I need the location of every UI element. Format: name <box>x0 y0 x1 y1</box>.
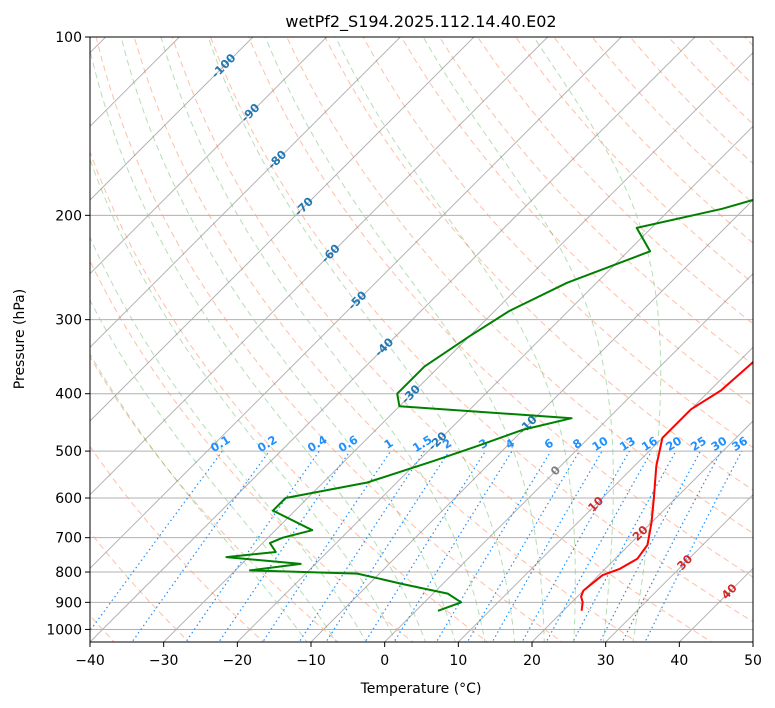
mixing-ratio-line <box>262 450 392 642</box>
isotherm-line <box>90 37 254 201</box>
isotherm-line <box>605 493 753 642</box>
mixing-ratio-line <box>364 450 486 642</box>
isotherm-line <box>90 37 475 422</box>
y-tick-label: 600 <box>55 491 82 507</box>
x-axis-label: Temperature (°C) <box>360 681 482 697</box>
temperature-profile-line <box>580 360 753 611</box>
isotherm-line <box>90 37 549 496</box>
isotherm-line <box>384 272 753 642</box>
x-tick-label: 50 <box>744 653 762 669</box>
y-axis-label: Pressure (hPa) <box>12 289 28 389</box>
x-axis-ticks: −40 −30 −20 −10 0 10 20 30 40 50 <box>75 642 762 669</box>
mixing-ratio-line <box>621 450 722 642</box>
isotherm-line <box>90 37 696 642</box>
isotherm-line <box>457 346 753 642</box>
dry-adiabat <box>286 37 753 534</box>
x-tick-label: 20 <box>523 653 541 669</box>
data-lines <box>225 198 753 612</box>
x-tick-label: 40 <box>670 653 688 669</box>
isotherm-line <box>236 125 753 642</box>
isotherm-line <box>531 420 753 642</box>
x-tick-label: 10 <box>449 653 467 669</box>
y-tick-label: 700 <box>55 531 82 547</box>
dry-adiabat <box>362 37 753 449</box>
x-tick-label: −10 <box>296 653 326 669</box>
y-tick-label: 200 <box>55 208 82 224</box>
x-tick-label: −30 <box>149 653 179 669</box>
y-tick-label: 400 <box>55 387 82 403</box>
dry-adiabat <box>90 259 414 642</box>
mixing-ratio-line <box>491 450 603 642</box>
mixing-ratio-line <box>218 450 351 642</box>
mixing-ratio-line <box>298 450 425 642</box>
y-tick-label: 100 <box>55 30 82 46</box>
isotherm-line <box>90 37 328 275</box>
y-tick-label: 500 <box>55 444 82 460</box>
mixing-ratio-line <box>466 450 580 642</box>
y-tick-label: 300 <box>55 313 82 329</box>
x-tick-label: −40 <box>75 653 105 669</box>
dry-adiabat <box>324 37 753 491</box>
x-tick-label: 30 <box>597 653 615 669</box>
mixing-ratio-line <box>644 450 743 642</box>
dry-adiabat <box>477 37 753 325</box>
x-tick-label: −20 <box>223 653 253 669</box>
mixing-ratio-line <box>393 450 513 642</box>
isotherm-line <box>90 37 622 570</box>
plot-frame <box>89 36 754 643</box>
y-tick-label: 800 <box>55 565 82 581</box>
mixing-ratio-line <box>435 450 552 642</box>
dry-adiabat <box>400 37 753 407</box>
dry-adiabat <box>438 37 753 366</box>
chart-title: wetPf2_S194.2025.112.14.40.E02 <box>285 12 556 32</box>
moist-adiabat <box>90 236 367 642</box>
isotherm-line <box>90 37 401 349</box>
y-tick-label: 1000 <box>46 622 82 638</box>
y-tick-label: 900 <box>55 595 82 611</box>
x-tick-label: 0 <box>380 653 389 669</box>
dry-adiabat <box>248 37 753 578</box>
mixing-ratio-line <box>325 450 450 642</box>
y-axis-ticks: 100 200 300 400 500 600 700 800 900 1000 <box>46 30 90 638</box>
dewpoint-profile-line <box>225 198 753 612</box>
mixing-ratio-line <box>90 450 223 632</box>
mixing-ratio-line <box>521 450 631 642</box>
moist-adiabat <box>90 158 397 642</box>
isotherm-line <box>310 199 753 642</box>
